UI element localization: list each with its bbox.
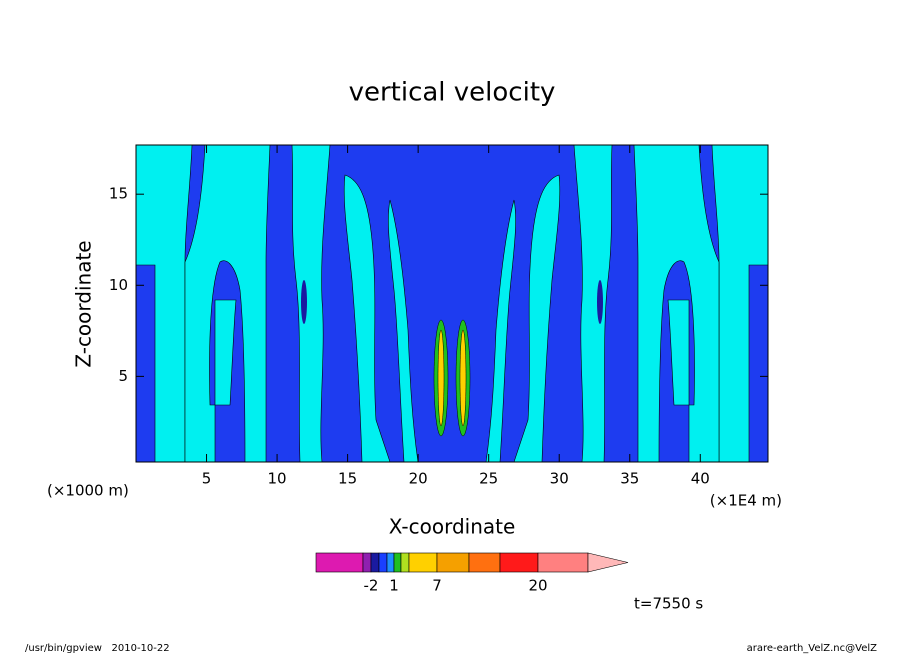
y-axis-label: Z-coordinate — [72, 240, 96, 367]
colorbar-tick-label: 1 — [389, 577, 399, 595]
footer: /usr/bin/gpview 2010-10-22 — [25, 643, 170, 654]
colorbar-extension — [587, 552, 629, 573]
plot-frame — [135, 144, 769, 463]
colorbar-tick-label: -2 — [364, 577, 379, 595]
contour-region — [573, 145, 613, 462]
contour-region — [711, 145, 768, 462]
contour-region — [184, 145, 271, 462]
contour-region — [291, 145, 331, 462]
x-tick-label: 30 — [550, 470, 569, 488]
footer: arare-earth_VelZ.nc@VelZ — [747, 643, 878, 654]
colorbar-tick-label: 20 — [528, 577, 547, 595]
colorbar-segment — [378, 552, 388, 573]
x-tick-label: 25 — [479, 470, 498, 488]
contour-region — [343, 174, 391, 462]
x-tick-label: 35 — [620, 470, 639, 488]
colorbar-segment — [537, 552, 589, 573]
contour-region — [513, 174, 561, 462]
colorbar-tick-label: 7 — [432, 577, 442, 595]
contour-region — [136, 145, 193, 462]
annotation: t=7550 s — [634, 595, 703, 613]
colorbar-segment — [370, 552, 380, 573]
contour-region — [388, 199, 419, 462]
contour-region — [459, 329, 467, 427]
colorbar-segment — [468, 552, 501, 573]
contour-field — [136, 145, 768, 462]
colorbar-segment — [386, 552, 395, 573]
x-tick-label: 20 — [409, 470, 428, 488]
x-unit-label: (×1E4 m) — [710, 492, 782, 510]
colorbar-segment — [362, 552, 372, 573]
contour-region — [597, 280, 603, 324]
colorbar-segment — [400, 552, 410, 573]
chart-title: vertical velocity — [349, 78, 556, 108]
colorbar-segment — [408, 552, 438, 573]
contour-region — [437, 329, 445, 427]
x-tick-label: 5 — [202, 470, 212, 488]
y-tick-label: 15 — [109, 185, 128, 203]
x-axis-label: X-coordinate — [389, 515, 516, 539]
x-tick-label: 15 — [338, 470, 357, 488]
colorbar-segment — [436, 552, 470, 573]
x-tick-label: 10 — [268, 470, 287, 488]
contour-region — [301, 280, 307, 324]
y-tick-label: 5 — [118, 367, 128, 385]
colorbar-segment — [499, 552, 539, 573]
x-unit-label: (×1000 m) — [47, 482, 129, 500]
contour-region — [633, 145, 720, 462]
colorbar-segment — [393, 552, 402, 573]
y-tick-label: 10 — [109, 276, 128, 294]
colorbar-segment — [315, 552, 364, 573]
contour-region — [485, 199, 516, 462]
x-tick-label: 40 — [691, 470, 710, 488]
